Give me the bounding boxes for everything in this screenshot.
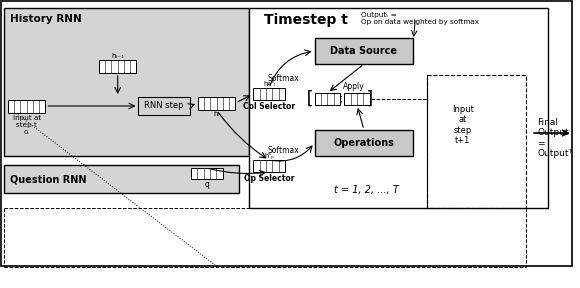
Bar <box>198 97 235 110</box>
Text: hᵒₚ: hᵒₚ <box>264 153 274 159</box>
Text: Softmax: Softmax <box>267 146 299 155</box>
Text: RNN step: RNN step <box>144 101 184 111</box>
Text: Apply: Apply <box>343 82 365 91</box>
Text: Softmax: Softmax <box>267 74 299 83</box>
Text: Final
Output
=
Outputᵀ: Final Output = Outputᵀ <box>537 118 572 158</box>
Text: hₜ: hₜ <box>213 111 220 117</box>
Text: Question RNN: Question RNN <box>10 174 86 184</box>
Text: ]: ] <box>365 90 376 108</box>
Bar <box>314 130 414 156</box>
Text: ;: ; <box>339 92 343 105</box>
Text: q: q <box>204 180 209 189</box>
Bar <box>4 165 240 193</box>
Bar <box>191 168 223 179</box>
Text: t = 1, 2, ..., T: t = 1, 2, ..., T <box>334 185 398 195</box>
Bar <box>253 88 285 100</box>
Bar <box>139 97 190 115</box>
Text: [: [ <box>304 90 315 108</box>
Text: Op Selector: Op Selector <box>244 174 294 183</box>
Text: Operations: Operations <box>334 138 394 148</box>
Text: Col Selector: Col Selector <box>243 102 295 111</box>
Text: hᴀᵒₗ: hᴀᵒₗ <box>263 81 275 87</box>
Text: Outputₜ =
Op on data weighted by softmax: Outputₜ = Op on data weighted by softmax <box>361 12 479 25</box>
Bar <box>8 100 45 113</box>
Bar <box>314 38 414 64</box>
Text: Timestep t: Timestep t <box>264 13 348 27</box>
Bar <box>344 93 370 105</box>
Bar <box>249 8 548 208</box>
Text: Input
at
step
t+1: Input at step t+1 <box>452 105 474 145</box>
Text: Input at
step t
cₜ: Input at step t cₜ <box>13 115 41 135</box>
Text: hₜ₋₁: hₜ₋₁ <box>111 53 124 59</box>
Bar <box>427 75 526 208</box>
Bar <box>314 93 340 105</box>
Bar <box>253 160 285 172</box>
Text: Data Source: Data Source <box>331 46 397 56</box>
Bar <box>99 60 136 73</box>
Text: History RNN: History RNN <box>10 14 82 24</box>
Bar <box>4 8 249 156</box>
